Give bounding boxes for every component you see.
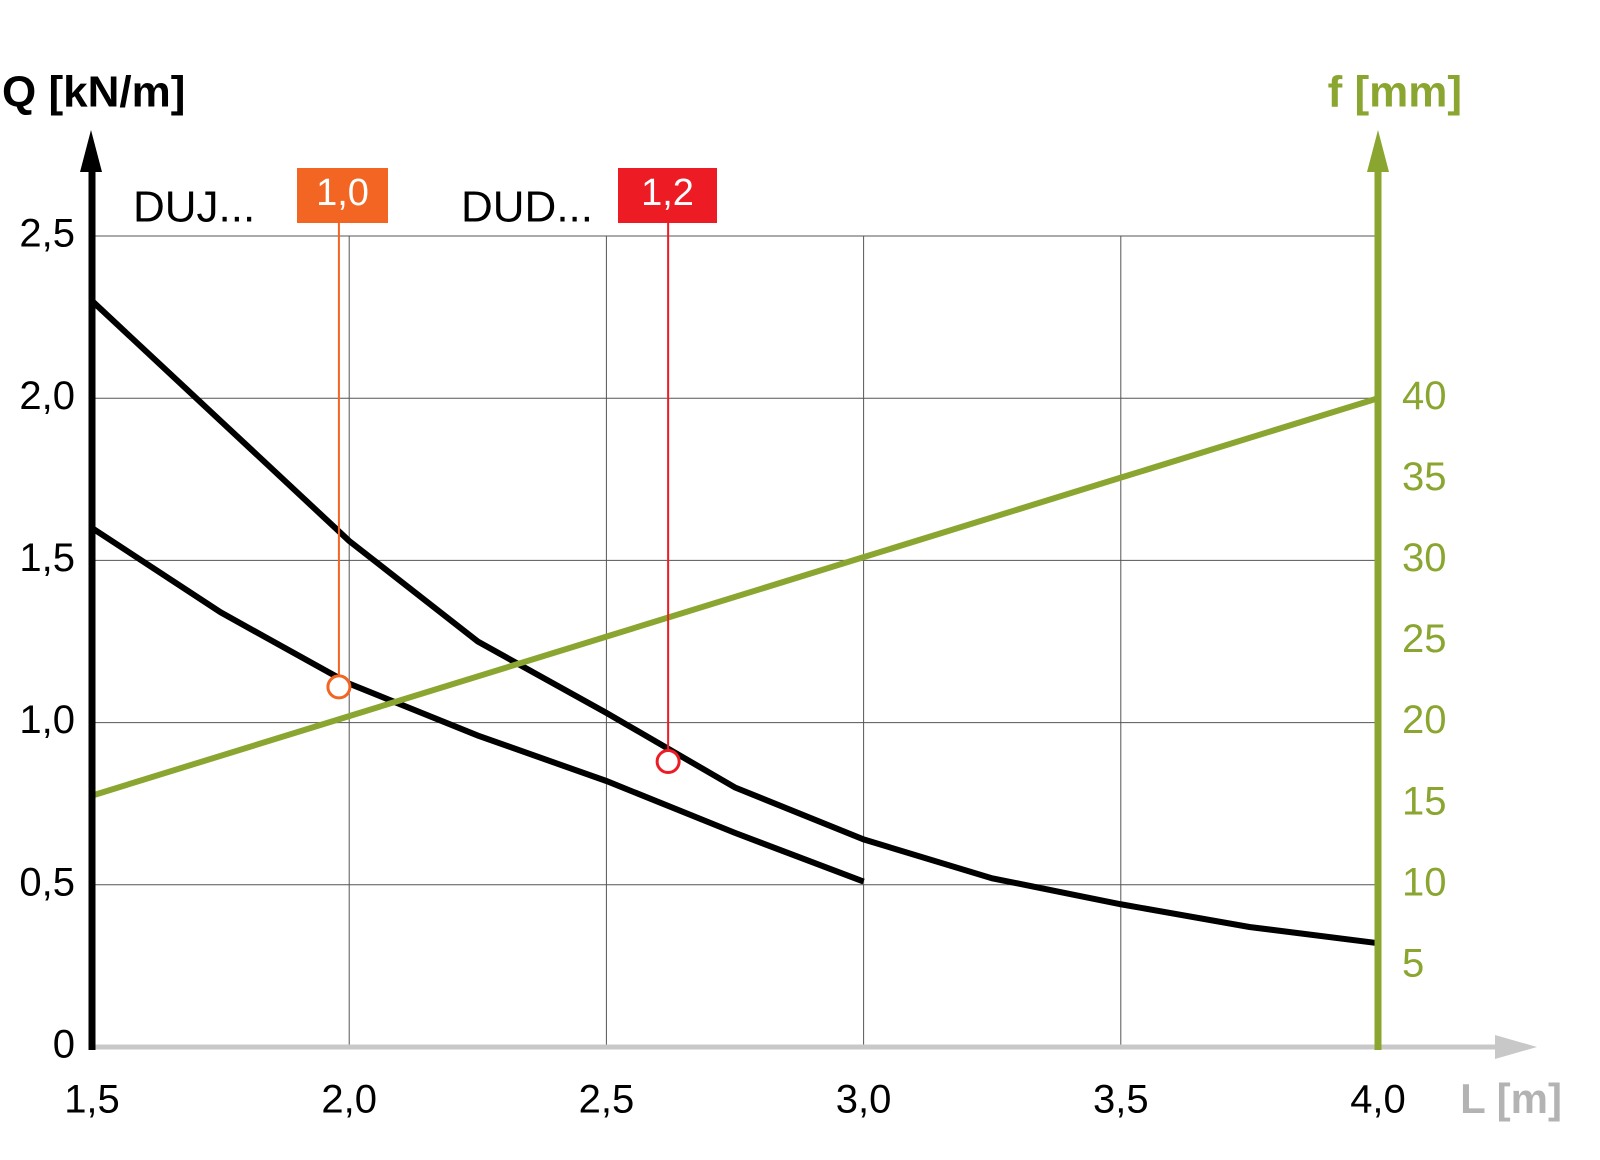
x-tick-label: 3,0	[836, 1078, 892, 1122]
badge-label: 1,0	[316, 172, 369, 214]
x-axis-label: L [m]	[1460, 1075, 1562, 1122]
y2-tick-label: 5	[1402, 941, 1424, 985]
y-tick-label: 0,5	[19, 860, 75, 904]
y-tick-label: 2,0	[19, 374, 75, 418]
y2-axis-arrow	[1367, 130, 1389, 172]
badge-box	[618, 168, 717, 223]
x-tick-label: 2,0	[321, 1078, 377, 1122]
marker	[655, 749, 681, 775]
y2-tick-label: 10	[1402, 860, 1447, 904]
series-line	[90, 525, 865, 885]
y2-tick-label: 15	[1402, 779, 1447, 823]
badge-label: 1,2	[641, 172, 694, 214]
x-tick-label: 3,5	[1093, 1078, 1149, 1122]
x-tick-label: 4,0	[1350, 1078, 1406, 1122]
y-axis-label: Q [kN/m]	[2, 68, 185, 117]
series-name: DUJ...	[133, 183, 255, 232]
y2-tick-label: 30	[1402, 536, 1447, 580]
series-line	[89, 298, 1379, 947]
y2-tick-label: 40	[1402, 374, 1447, 418]
marker	[326, 674, 352, 700]
y2-axis-label: f [mm]	[1328, 68, 1462, 117]
x-tick-label: 1,5	[64, 1078, 120, 1122]
y-tick-label: 2,5	[19, 212, 75, 256]
y-tick-label: 1,0	[19, 698, 75, 742]
x-axis-arrow	[1495, 1035, 1537, 1059]
badge-box	[297, 168, 388, 223]
series-name: DUD...	[461, 183, 593, 232]
y2-tick-label: 25	[1402, 617, 1447, 661]
y-tick-label: 1,5	[19, 536, 75, 580]
y-axis-arrow	[80, 130, 102, 172]
y-tick-label: 0	[53, 1023, 75, 1067]
y2-tick-label: 35	[1402, 455, 1447, 499]
series-line	[91, 395, 1379, 799]
y2-tick-label: 20	[1402, 698, 1447, 742]
x-tick-label: 2,5	[579, 1078, 635, 1122]
